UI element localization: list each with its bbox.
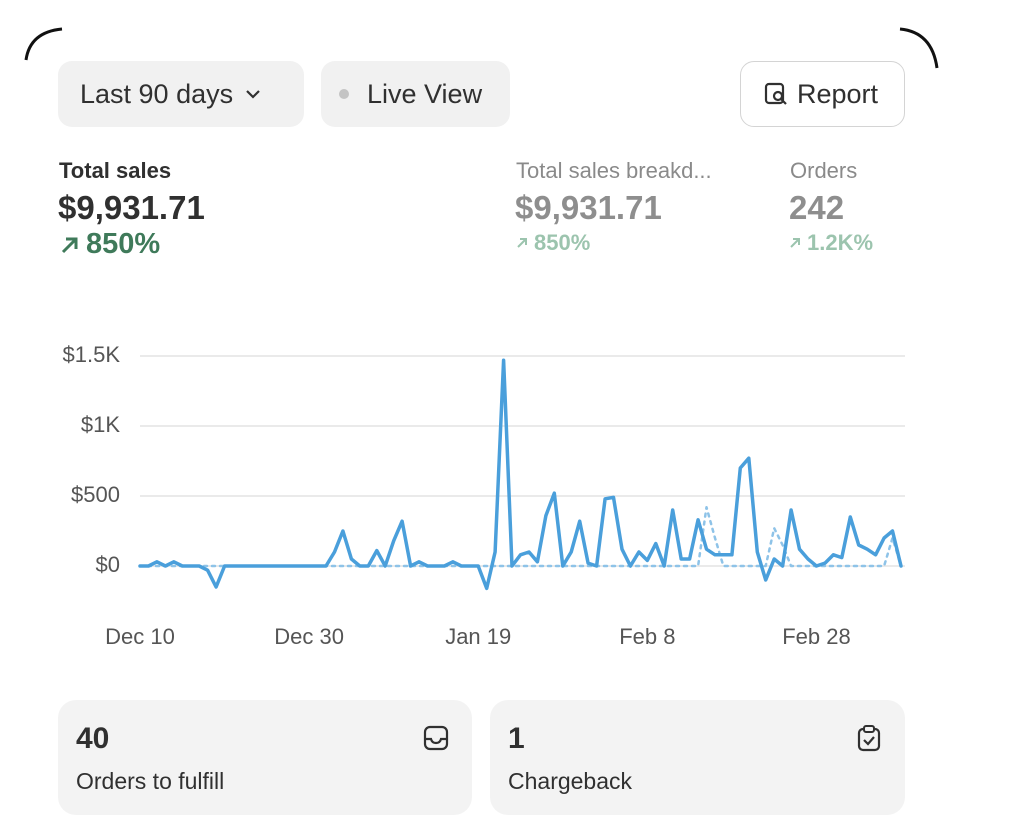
date-range-text: Last 90 days: [80, 78, 234, 109]
x-tick-label: Dec 30: [274, 624, 344, 649]
metric-label: Total sales: [59, 158, 172, 183]
live-view-button[interactable]: Live View: [321, 61, 510, 127]
live-view-text: Live View: [367, 78, 483, 109]
metric-change-text: 850%: [534, 230, 591, 255]
status-dot: [339, 89, 349, 99]
y-tick-label: $500: [71, 482, 120, 507]
report-text: Report: [797, 78, 879, 109]
y-tick-label: $1.5K: [63, 342, 121, 367]
date-range-button[interactable]: Last 90 days: [58, 61, 304, 127]
report-button[interactable]: Report: [740, 61, 905, 127]
metric-label: Orders: [790, 158, 858, 183]
metric-label: Total sales breakd...: [516, 158, 712, 183]
x-tick-label: Jan 19: [445, 624, 511, 649]
orders-card[interactable]: 40 Orders to fulfill: [58, 700, 472, 815]
clipboard-icon: [857, 725, 881, 752]
metric-change: 850%: [516, 230, 590, 256]
series-line: [138, 358, 903, 591]
card-label: Orders to fulfill: [76, 768, 225, 794]
metric-change: 850%: [60, 228, 160, 261]
metric-change-text: 850%: [86, 228, 161, 260]
card-value: 1: [508, 722, 525, 755]
card-frame: [24, 27, 939, 69]
metric-change: 1.2K%: [789, 230, 873, 256]
up-arrow: [517, 238, 527, 248]
x-tick-label: Feb 28: [782, 624, 851, 649]
up-arrow: [61, 237, 78, 253]
up-arrow: [790, 238, 800, 248]
y-tick-label: $0: [96, 552, 120, 577]
card-value: 40: [76, 722, 110, 755]
metric-change-text: 1.2K%: [807, 230, 874, 255]
chargeback-card[interactable]: 1 Chargeback: [490, 700, 905, 815]
y-tick-label: $1K: [81, 412, 120, 437]
sales-chart: $0 $500 $1K $1.5K Dec 10 Dec 30 Jan 19 Feb 8 Feb…: [63, 342, 905, 649]
chevron-icon: [246, 90, 260, 99]
inbox-icon: [423, 725, 449, 751]
card-label: Chargeback: [508, 768, 633, 794]
metric-value: $9,931.71: [58, 189, 205, 226]
x-tick-label: Dec 10: [105, 624, 175, 649]
x-tick-label: Feb 8: [619, 624, 675, 649]
report-icon: [764, 82, 787, 105]
metric-value: 242: [789, 189, 845, 226]
metric-value: $9,931.71: [515, 189, 662, 226]
